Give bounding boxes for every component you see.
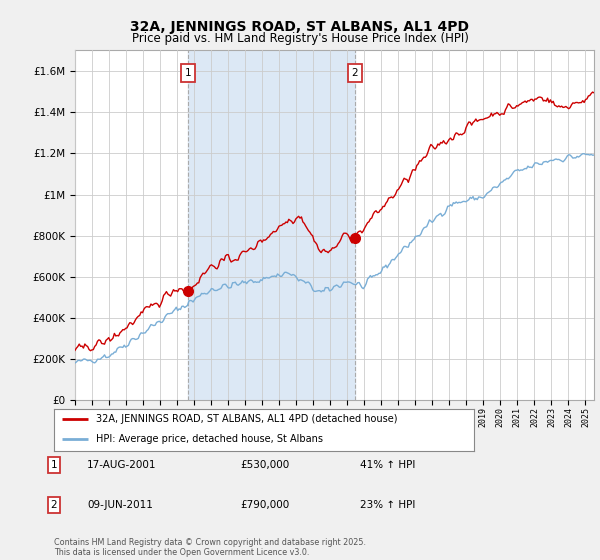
- Text: Contains HM Land Registry data © Crown copyright and database right 2025.
This d: Contains HM Land Registry data © Crown c…: [54, 538, 366, 557]
- Text: 09-JUN-2011: 09-JUN-2011: [87, 500, 153, 510]
- Text: 2: 2: [50, 500, 58, 510]
- Bar: [188, 50, 355, 400]
- Text: 32A, JENNINGS ROAD, ST ALBANS, AL1 4PD (detached house): 32A, JENNINGS ROAD, ST ALBANS, AL1 4PD (…: [96, 414, 398, 424]
- Text: 32A, JENNINGS ROAD, ST ALBANS, AL1 4PD: 32A, JENNINGS ROAD, ST ALBANS, AL1 4PD: [131, 20, 470, 34]
- Text: £790,000: £790,000: [240, 500, 289, 510]
- Text: HPI: Average price, detached house, St Albans: HPI: Average price, detached house, St A…: [96, 434, 323, 444]
- Text: 1: 1: [185, 68, 191, 78]
- Text: 17-AUG-2001: 17-AUG-2001: [87, 460, 157, 470]
- Text: £530,000: £530,000: [240, 460, 289, 470]
- Text: 23% ↑ HPI: 23% ↑ HPI: [360, 500, 415, 510]
- Text: 2: 2: [352, 68, 358, 78]
- Text: 41% ↑ HPI: 41% ↑ HPI: [360, 460, 415, 470]
- Text: 1: 1: [50, 460, 58, 470]
- Text: Price paid vs. HM Land Registry's House Price Index (HPI): Price paid vs. HM Land Registry's House …: [131, 32, 469, 45]
